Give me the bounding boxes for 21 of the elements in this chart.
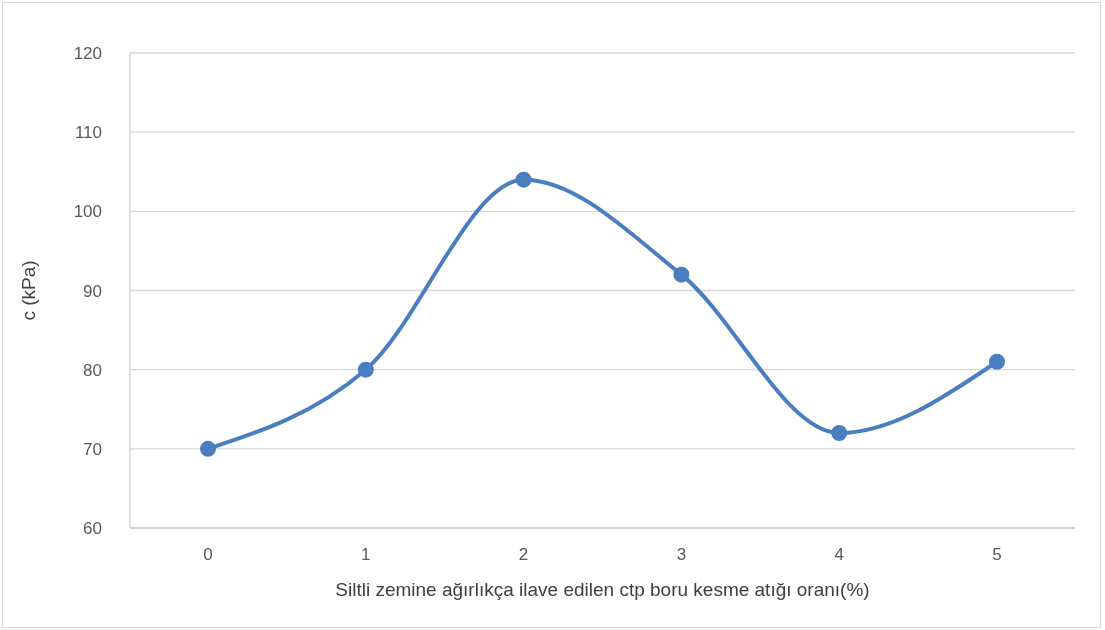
point <box>200 440 216 457</box>
y-tick-label: 60 <box>83 519 102 539</box>
x-tick-label: 2 <box>518 545 529 565</box>
x-tick-label: 3 <box>676 545 687 565</box>
point <box>989 353 1005 370</box>
y-tick-label: 100 <box>73 202 102 222</box>
x-tick-label: 4 <box>834 545 844 565</box>
x-tick-label: 5 <box>992 545 1002 565</box>
point <box>515 171 532 188</box>
point <box>357 361 374 378</box>
y-tick-label: 80 <box>83 360 102 380</box>
x-tick-label: 0 <box>203 545 213 565</box>
point <box>673 266 690 283</box>
y-tick-label: 70 <box>83 439 102 459</box>
point <box>831 425 848 441</box>
y-tick-label: 90 <box>83 281 102 301</box>
y-axis-title: c (kPa) <box>17 260 39 321</box>
x-tick-label: 1 <box>361 545 371 565</box>
y-tick-label: 120 <box>73 44 102 64</box>
y-tick-label: 110 <box>74 123 102 143</box>
x-axis-title: Siltli zemine ağırlıkça ilave edilen ctp boru kesme atığı oranı(%) <box>335 579 870 600</box>
